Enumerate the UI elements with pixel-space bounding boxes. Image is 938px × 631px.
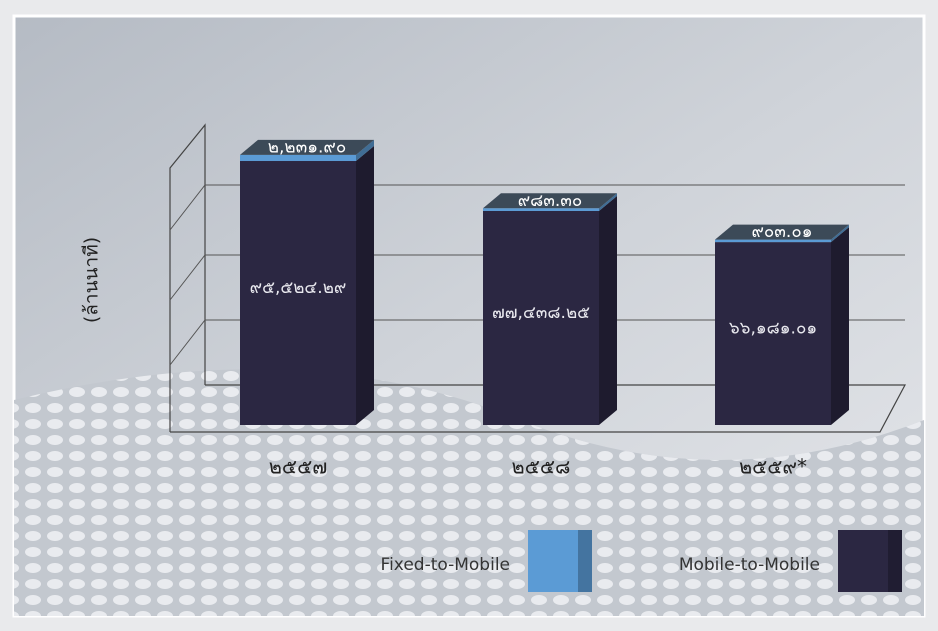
value-label: ๗๗,๔๓๘.๒๕	[492, 303, 590, 323]
legend-swatch	[838, 530, 888, 592]
x-tick-label: ๒๕๕๗	[269, 455, 328, 479]
value-label: ๖๖,๑๘๑.๐๑	[729, 319, 817, 339]
bar	[240, 154, 356, 162]
value-label: ๙๘๓.๓๐	[518, 191, 583, 211]
bar-side	[831, 227, 849, 425]
bar	[240, 161, 356, 425]
grid-line	[169, 319, 905, 366]
bar	[483, 208, 599, 211]
bar-top	[483, 193, 617, 209]
dots-deco	[14, 369, 924, 616]
bar-top	[240, 139, 374, 155]
bar-side	[599, 195, 617, 425]
y-axis-label: (ล้านนาที)	[81, 237, 103, 323]
bar	[483, 210, 599, 425]
bar	[715, 239, 831, 243]
x-tick-label: ๒๕๕๙*	[739, 455, 807, 479]
legend-label: Mobile-to-Mobile	[679, 555, 820, 575]
value-label: ๙๕,๕๒๔.๒๙	[250, 278, 347, 298]
legend-swatch-side	[888, 530, 902, 592]
bar-side	[356, 139, 374, 162]
value-label: ๒,๒๓๑.๙๐	[268, 137, 346, 157]
legend-swatch-side	[578, 530, 592, 592]
grid-line	[169, 254, 905, 301]
bar-side	[831, 224, 849, 243]
bar	[715, 242, 831, 425]
legend-label: Fixed-to-Mobile	[381, 555, 510, 575]
grid-line	[169, 184, 905, 231]
legend-swatch	[528, 530, 578, 592]
value-label: ๙๐๓.๐๑	[751, 222, 812, 242]
x-tick-label: ๒๕๕๘	[512, 455, 571, 479]
bar-side	[599, 193, 617, 211]
bar-side	[356, 146, 374, 425]
bar-top	[715, 224, 849, 240]
